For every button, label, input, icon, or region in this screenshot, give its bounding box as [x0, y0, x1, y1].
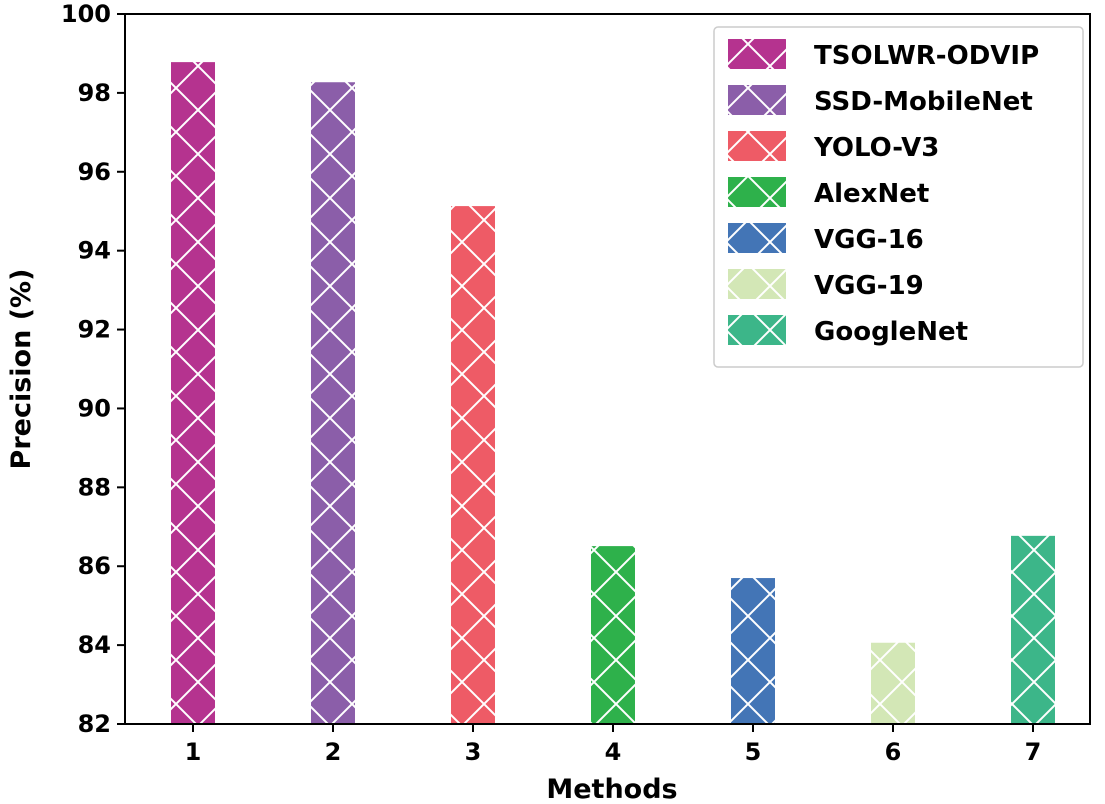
- legend-swatch: [728, 177, 786, 207]
- x-tick-label: 6: [885, 738, 902, 766]
- y-axis: 82 84 86 88 90 92 94 96 98 100: [61, 0, 125, 738]
- legend-label: VGG-19: [814, 271, 924, 301]
- bar-vgg-16: [731, 578, 775, 724]
- legend-frame: [713, 26, 1084, 368]
- x-tick-label: 2: [325, 738, 342, 766]
- y-tick-label: 98: [78, 79, 111, 107]
- y-tick-label: 90: [78, 394, 111, 422]
- legend-swatch: [728, 223, 786, 253]
- y-tick-label: 96: [78, 158, 111, 186]
- plot-frame: [124, 13, 1091, 725]
- x-tick-label: 5: [745, 738, 762, 766]
- bar-tsolwr-odvip: [171, 62, 215, 725]
- legend-label: AlexNet: [814, 179, 929, 209]
- x-tick-label: 3: [465, 738, 482, 766]
- x-tick-label: 1: [185, 738, 202, 766]
- y-tick-label: 84: [78, 631, 111, 659]
- legend-label: SSD-MobileNet: [814, 87, 1033, 117]
- legend-swatch: [728, 131, 786, 161]
- y-axis-title: Precision (%): [6, 269, 37, 470]
- y-tick-label: 94: [78, 237, 111, 265]
- legend-label: VGG-16: [814, 225, 924, 255]
- bars-layer: [171, 62, 1055, 725]
- y-tick-label: 100: [61, 0, 111, 28]
- legend-label: TSOLWR-ODVIP: [814, 41, 1039, 71]
- y-tick-label: 86: [78, 552, 111, 580]
- legend-swatch: [728, 85, 786, 115]
- legend-swatch: [728, 269, 786, 299]
- bar-ssd-mobilenet: [311, 82, 355, 724]
- bar-googlenet: [1011, 535, 1055, 724]
- x-tick-label: 4: [605, 738, 622, 766]
- y-tick-label: 92: [78, 316, 111, 344]
- legend-swatch: [728, 39, 786, 69]
- legend-swatch: [728, 315, 786, 345]
- legend-label: YOLO-V3: [813, 133, 939, 163]
- x-axis: 1 2 3 4 5 6 7: [185, 724, 1042, 766]
- x-tick-label: 7: [1025, 738, 1042, 766]
- bar-vgg-19: [871, 642, 915, 724]
- bar-alexnet: [591, 546, 635, 724]
- y-tick-label: 82: [78, 710, 111, 738]
- x-axis-title: Methods: [546, 774, 677, 804]
- bar-yolo-v3: [451, 206, 495, 724]
- legend-label: GoogleNet: [814, 317, 968, 347]
- legend: TSOLWR-ODVIP SSD-MobileNet YOLO-V3 AlexNet V…: [713, 26, 1084, 368]
- y-tick-label: 88: [78, 473, 111, 501]
